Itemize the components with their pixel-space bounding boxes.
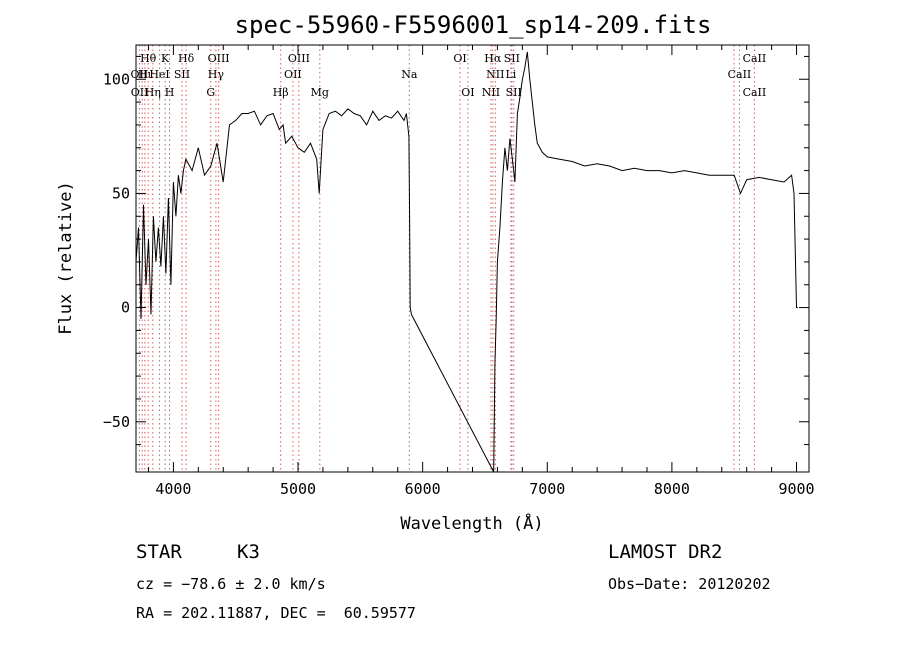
spectrum-line <box>135 51 798 473</box>
coordinates-text: RA = 202.11887, DEC = 60.59577 <box>136 604 416 622</box>
annotation-label: Na <box>401 68 418 81</box>
annotation-label: HeI <box>149 68 169 81</box>
annotation-label: OI <box>453 52 466 65</box>
line-markers <box>135 45 755 472</box>
survey-name: LAMOST DR2 <box>608 541 723 563</box>
annotation-label: CaII <box>743 52 767 65</box>
annotation-label: Li <box>505 68 516 81</box>
annotation-label: OI <box>461 86 474 99</box>
annotation-label: K <box>161 52 170 65</box>
annotation-label: SII <box>506 86 522 99</box>
chart-title: spec-55960-F5596001_sp14-209.fits <box>235 11 712 39</box>
annotation-label: NII <box>486 68 504 81</box>
redshift-text: cz = −78.6 ± 2.0 km/s <box>136 575 326 593</box>
annotation-label: CaII <box>743 86 767 99</box>
annotation-label: OII <box>284 68 302 81</box>
y-tick-label: −50 <box>103 413 130 431</box>
annotation-label: Hι <box>138 68 152 81</box>
series-group <box>135 51 798 473</box>
annotation-label: Hα <box>484 52 502 65</box>
annotation-label: H <box>165 86 175 99</box>
object-type: STAR <box>136 541 182 563</box>
x-tick-label: 9000 <box>778 480 814 498</box>
annotation-label: Hβ <box>273 86 289 99</box>
annotation-label: Hθ <box>140 52 157 65</box>
annotation-label: NII <box>482 86 500 99</box>
annotation-label: G <box>206 86 215 99</box>
annotation-label: OII <box>131 86 149 99</box>
x-tick-label: 6000 <box>405 480 441 498</box>
y-tick-label: 50 <box>112 184 130 202</box>
x-tick-label: 8000 <box>654 480 690 498</box>
x-tick-label: 7000 <box>529 480 565 498</box>
annotation-label: CaII <box>728 68 752 81</box>
x-axis-label: Wavelength (Å) <box>400 512 543 534</box>
annotation-label: Hδ <box>178 52 195 65</box>
annotation-label: Mg <box>311 86 329 99</box>
annotation-label: OIII <box>208 52 230 65</box>
axes-group: 4000 5000 6000 7000 8000 9000 −50 0 50 100 <box>103 45 815 498</box>
spectral-subclass: K3 <box>237 541 260 563</box>
annotation-label: Hγ <box>208 68 225 81</box>
annotation-label: OII <box>131 68 149 81</box>
annotation-label: SII <box>504 52 520 65</box>
y-tick-label: 100 <box>103 70 130 88</box>
x-tick-label: 4000 <box>155 480 191 498</box>
obs-date-text: Obs−Date: 20120202 <box>608 575 771 593</box>
annotation-label: SII <box>174 68 190 81</box>
x-tick-label: 5000 <box>280 480 316 498</box>
plot-frame <box>135 44 810 473</box>
y-axis-label: Flux (relative) <box>56 181 76 335</box>
annotation-label: OIII <box>288 52 310 65</box>
annotation-label: Hη <box>145 86 161 99</box>
y-tick-label: 0 <box>121 299 130 317</box>
